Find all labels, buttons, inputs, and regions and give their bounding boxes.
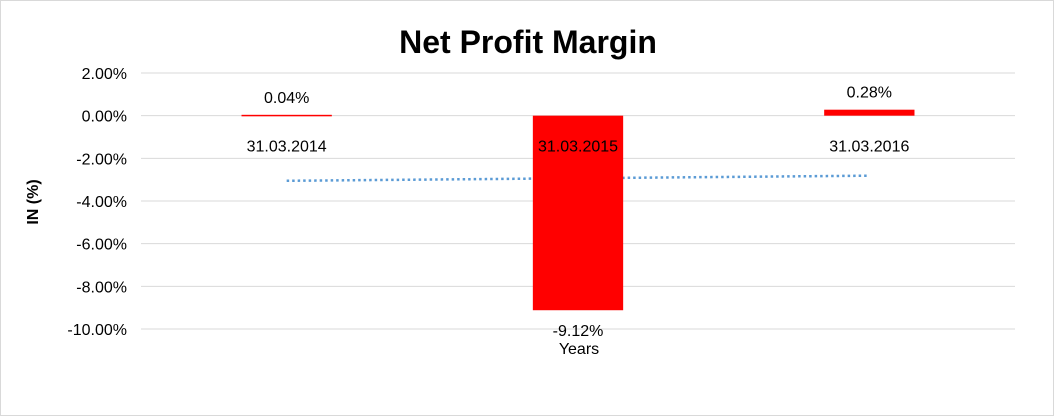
data-label: -9.12% [553,323,604,340]
y-tick-label: -4.00% [76,194,127,211]
y-tick-label: -6.00% [76,237,127,254]
x-axis-title: Years [559,341,599,358]
y-tick-label: -10.00% [67,322,127,339]
data-labels: 0.04% -9.12% 0.28% [264,85,892,341]
category-label: 31.03.2014 [247,139,327,156]
trendline [286,174,870,183]
chart-title: Net Profit Margin [399,24,657,60]
y-tick-label: 0.00% [82,109,127,126]
data-label: 0.28% [847,85,892,102]
category-label: 31.03.2016 [829,139,909,156]
y-tick-label: -2.00% [76,151,127,168]
category-label: 31.03.2015 [538,139,618,156]
y-tick-labels: 2.00% 0.00% -2.00% -4.00% -6.00% -8.00% -10.00… [67,66,127,339]
bar [241,114,332,117]
bar [532,115,624,311]
category-labels: 31.03.2014 31.03.2015 31.03.2016 [247,139,910,156]
y-axis-title: IN (%) [25,179,42,224]
bar [824,109,915,116]
y-tick-label: 2.00% [82,66,127,83]
trendline-group [286,174,870,183]
data-label: 0.04% [264,90,309,107]
bars-group [241,109,915,311]
y-tick-label: -8.00% [76,279,127,296]
